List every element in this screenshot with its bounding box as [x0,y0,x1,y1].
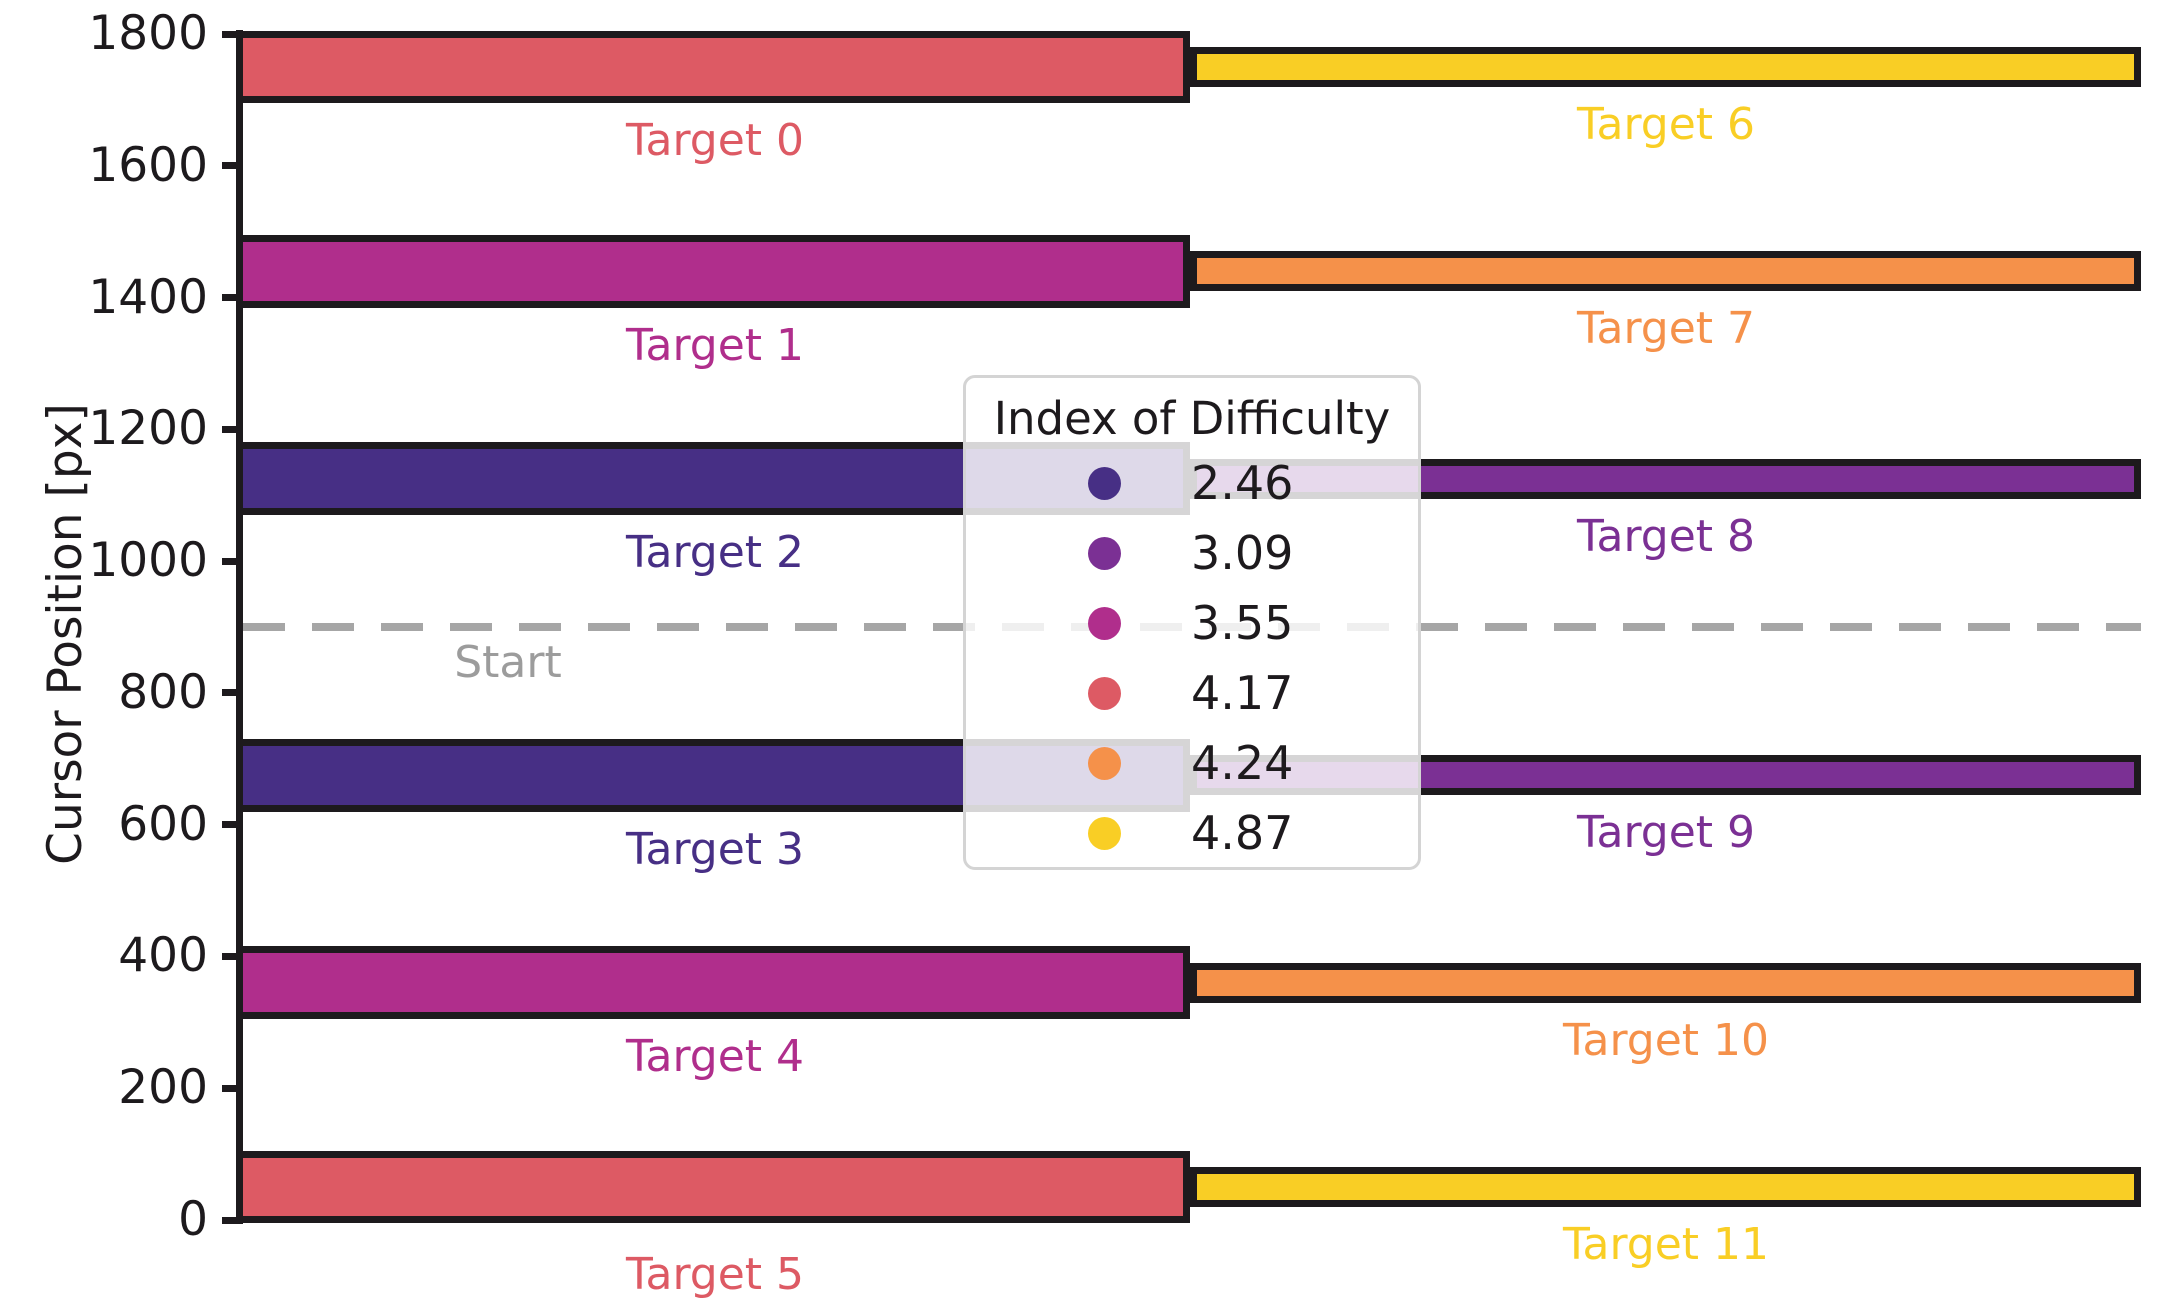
target-bar-6 [1190,46,2141,87]
y-tick-label-1200: 1200 [88,401,208,457]
legend-marker-icon [1088,676,1121,710]
legend-value: 2.46 [1191,456,1294,510]
target-label-9: Target 9 [1576,807,1756,859]
legend-row-3: 4.17 [966,658,1418,728]
legend-row-2: 3.55 [966,588,1418,658]
legend-marker-icon [1088,466,1121,500]
target-label-3: Target 3 [625,823,805,875]
target-label-2: Target 2 [625,527,805,579]
target-label-4: Target 4 [625,1031,805,1083]
target-label-10: Target 10 [1562,1014,1770,1066]
legend-value: 4.24 [1191,736,1294,790]
y-tick-label-0: 0 [178,1192,208,1247]
y-tick-1800 [222,30,243,38]
target-bar-0 [236,30,1190,104]
y-tick-label-200: 200 [118,1060,208,1116]
start-line-label: Start [454,637,562,688]
y-tick-200 [222,1084,243,1092]
target-bar-1 [236,234,1190,308]
target-bar-10 [1190,962,2141,1003]
target-label-7: Target 7 [1576,303,1756,355]
y-tick-label-400: 400 [118,928,208,984]
legend-value: 3.09 [1191,526,1294,580]
y-tick-label-1600: 1600 [88,137,208,193]
target-bar-7 [1190,251,2141,292]
legend-marker-icon [1088,536,1121,570]
target-label-6: Target 6 [1576,98,1756,150]
y-axis-spine [236,30,243,1224]
legend-marker-icon [1088,606,1121,640]
legend-row-5: 4.87 [966,798,1418,868]
legend-value: 3.55 [1191,596,1294,650]
target-label-11: Target 11 [1562,1219,1770,1271]
y-tick-label-800: 800 [118,664,208,720]
target-bar-11 [1190,1167,2141,1208]
y-tick-400 [222,952,243,960]
y-tick-1600 [222,162,243,170]
target-label-8: Target 8 [1576,510,1756,562]
legend-row-1: 3.09 [966,518,1418,588]
y-tick-1000 [222,557,243,565]
legend-value: 4.87 [1191,806,1294,860]
legend-row-4: 4.24 [966,728,1418,798]
y-tick-1200 [222,425,243,433]
y-tick-800 [222,689,243,697]
target-label-5: Target 5 [625,1248,805,1300]
y-tick-1400 [222,294,243,302]
y-tick-label-1000: 1000 [88,533,208,589]
target-bar-4 [236,946,1190,1020]
legend-value: 4.17 [1191,666,1294,720]
target-label-1: Target 1 [625,319,805,371]
legend: Index of Difficulty 2.46 3.09 3.55 4.17 4.24… [963,375,1421,870]
legend-title: Index of Difficulty [993,392,1391,445]
target-label-0: Target 0 [625,115,805,167]
legend-marker-icon [1088,746,1121,780]
y-tick-label-1800: 1800 [88,6,208,61]
y-tick-label-600: 600 [118,796,208,852]
y-tick-label-1400: 1400 [88,269,208,325]
target-bar-5 [236,1150,1190,1224]
legend-rows: 2.46 3.09 3.55 4.17 4.24 4.87 [966,448,1418,868]
legend-row-0: 2.46 [966,448,1418,518]
legend-marker-icon [1088,816,1121,850]
y-tick-600 [222,821,243,829]
y-tick-0 [222,1216,243,1224]
